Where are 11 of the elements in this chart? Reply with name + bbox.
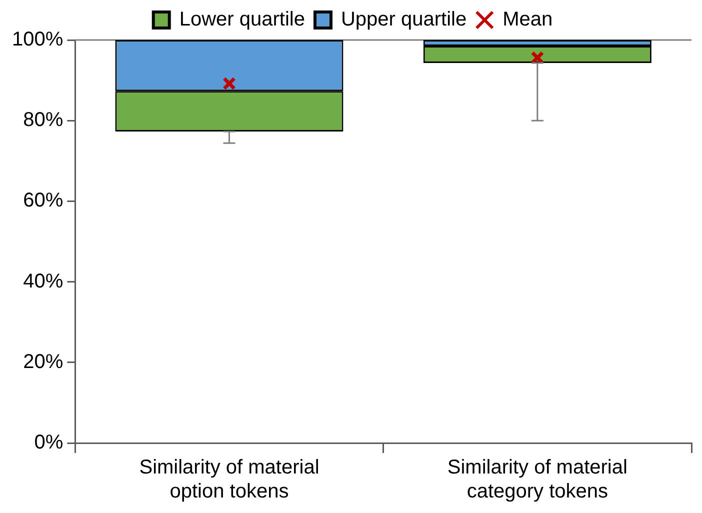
- legend-label: Lower quartile: [179, 8, 305, 31]
- y-tick-label: 80%: [23, 109, 64, 132]
- legend-label: Mean: [502, 8, 553, 31]
- y-tick-label: 20%: [23, 350, 64, 373]
- y-tick-label: 100%: [12, 28, 64, 51]
- x-tick-label: Similarity of material option tokens: [139, 456, 320, 503]
- x-tick-label: Similarity of material category tokens: [447, 456, 628, 503]
- y-tick-label: 60%: [23, 190, 64, 212]
- y-tick-label: 40%: [23, 270, 64, 292]
- y-tick-label: 0%: [34, 432, 64, 454]
- legend-label: Upper quartile: [340, 8, 467, 31]
